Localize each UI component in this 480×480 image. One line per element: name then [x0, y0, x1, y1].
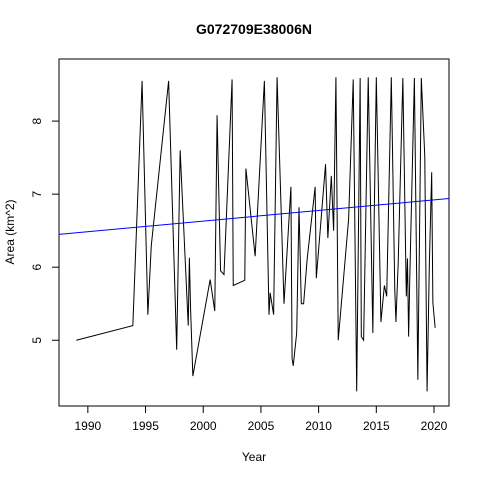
x-axis: 1990 1995 2000 2005 2010 2015 2020	[74, 406, 448, 433]
x-tick-label: 2010	[305, 419, 332, 433]
x-tick-label: 2015	[363, 419, 390, 433]
x-axis-label: Year	[242, 450, 266, 464]
x-tick-label: 1995	[132, 419, 159, 433]
plot-frame	[58, 58, 450, 407]
chart-title: G072709E38006N	[196, 21, 312, 37]
x-tick-label: 1990	[74, 419, 101, 433]
y-tick-label: 8	[30, 117, 44, 124]
y-tick-label: 5	[30, 337, 44, 344]
y-axis-label: Area (km^2)	[3, 200, 17, 265]
y-tick-label: 7	[30, 190, 44, 197]
trend-line	[58, 198, 450, 235]
x-tick-label: 2020	[421, 419, 448, 433]
y-tick-label: 6	[30, 264, 44, 271]
area-series-line	[76, 77, 436, 392]
x-tick-label: 2000	[190, 419, 217, 433]
y-axis: 5 6 7 8	[30, 117, 59, 344]
plot-series	[58, 77, 450, 392]
x-tick-label: 2005	[248, 419, 275, 433]
